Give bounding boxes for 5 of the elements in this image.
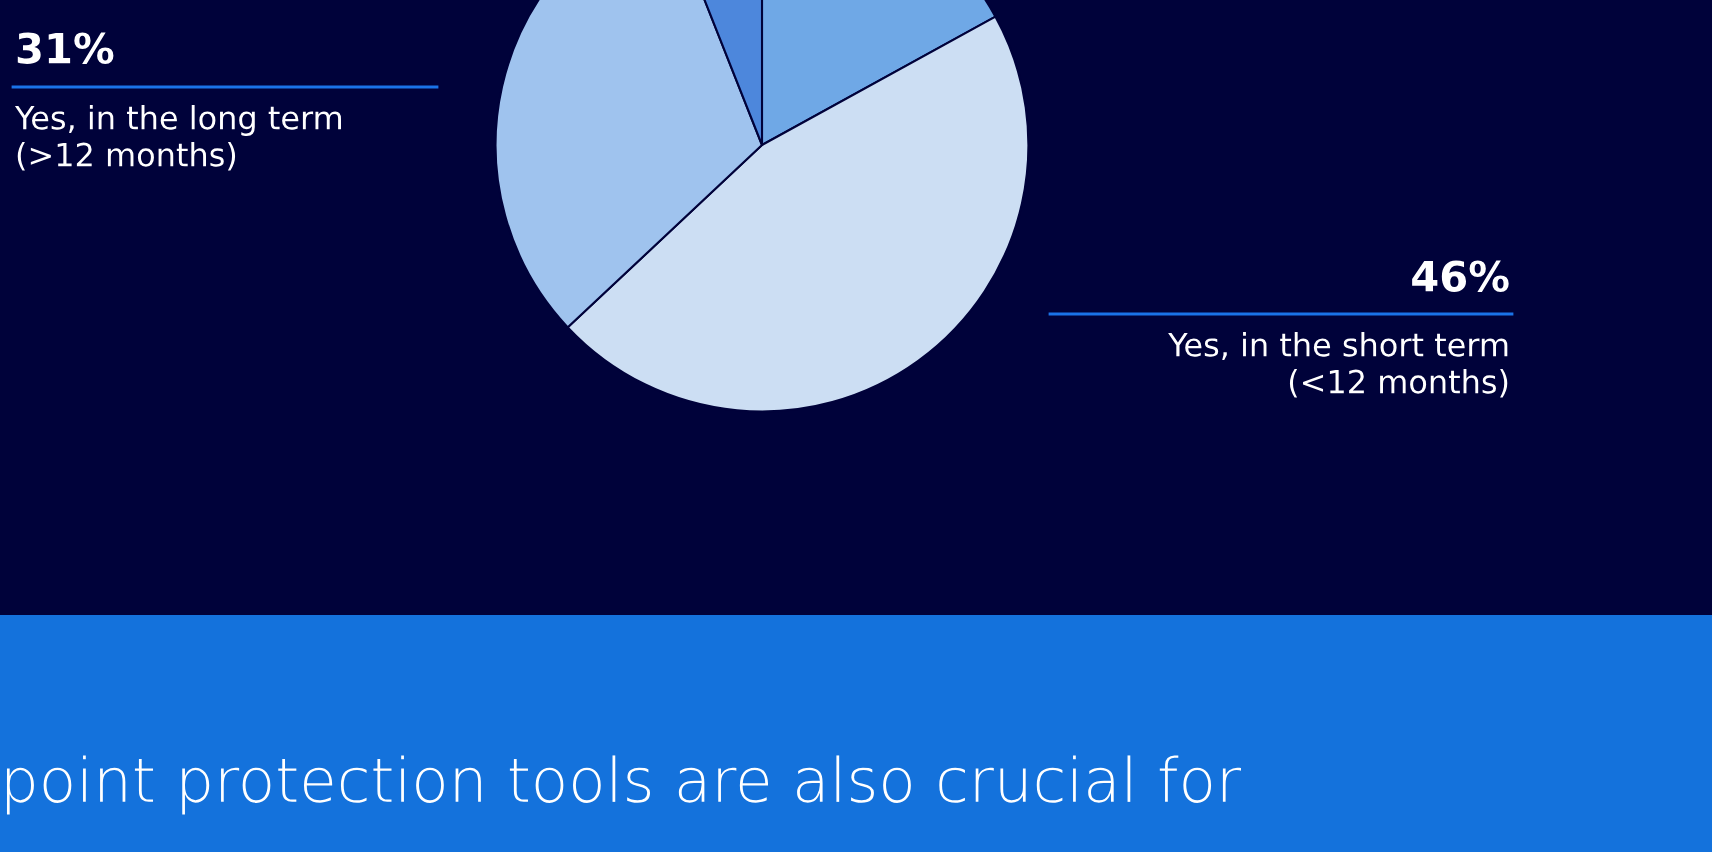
slice-label: Yes, in the long term (>12 months) bbox=[14, 105, 341, 171]
data-label: 31% bbox=[17, 32, 114, 64]
data-label: 46% bbox=[1412, 260, 1509, 292]
slice-label: Yes, in the short term (<12 months) bbox=[1168, 332, 1508, 398]
text: point protection tools are also crucial for bbox=[6, 755, 1241, 815]
